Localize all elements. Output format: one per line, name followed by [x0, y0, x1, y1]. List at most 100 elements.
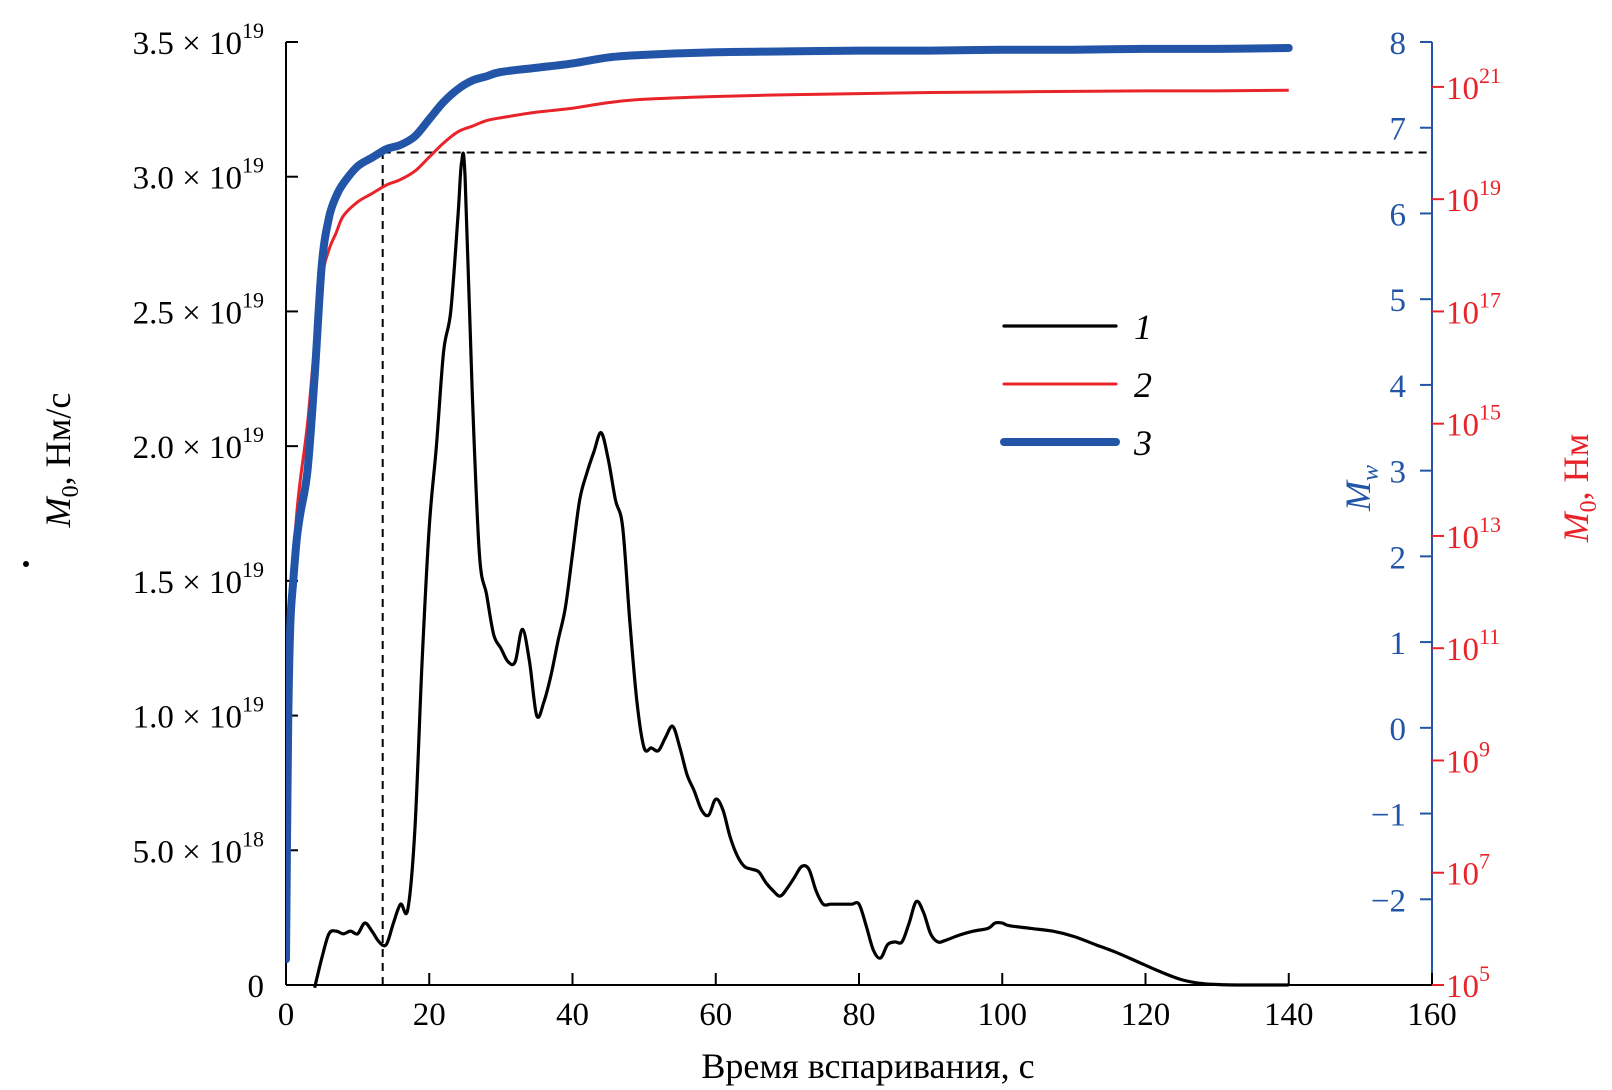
y-left-tick-label: 1.5 × 1019: [133, 557, 264, 601]
y-left-tick-label: 1.0 × 1019: [133, 692, 264, 736]
y-red-tick-label: 1019: [1446, 175, 1501, 219]
y-left-axis-label: M0, Нм/с: [23, 393, 84, 567]
y-left-tick-label: 2.0 × 1019: [133, 422, 264, 466]
x-ticks: 0 20 40 60 80 100 120 140 160: [278, 973, 1457, 1033]
series-2-line: [286, 88, 1289, 963]
y-left-label-suffix: , Нм/с: [38, 393, 78, 486]
legend: 1 2 3: [1000, 307, 1152, 463]
y-red-tick-exponent: 17: [1479, 287, 1501, 312]
y-blue-tick-label: 8: [1390, 26, 1407, 62]
y-left-tick-label: 3.5 × 1019: [133, 18, 264, 62]
y-blue-tick-label: 6: [1390, 197, 1407, 233]
svg-text:M0, Нм: M0, Нм: [1556, 434, 1602, 544]
y-left-label-dot: [23, 561, 29, 567]
y-red-tick-exponent: 21: [1479, 63, 1501, 88]
y-red-tick-exponent: 5: [1479, 961, 1490, 986]
y-red-tick-label: 1011: [1446, 624, 1500, 668]
axes: [285, 42, 1433, 986]
y-left-tick-exponent: 19: [242, 287, 264, 312]
y-left-tick-exponent: 19: [242, 557, 264, 582]
y-left-tick-mantissa: 2.0 × 10: [133, 430, 242, 466]
x-axis-label: Время вспаривания, с: [701, 1046, 1034, 1086]
y-blue-tick-label: 2: [1390, 540, 1407, 576]
legend-label: 1: [1134, 307, 1152, 347]
y-blue-tick-label: 1: [1390, 626, 1407, 662]
y-red-label-suffix: , Нм: [1556, 434, 1596, 501]
y-left-tick-mantissa: 1.5 × 10: [133, 565, 242, 601]
y-blue-tick-label: 3: [1390, 455, 1407, 491]
y-red-tick-exponent: 11: [1479, 624, 1500, 649]
y-right-red-axis-label: M0, Нм: [1556, 434, 1602, 544]
y-left-tick-exponent: 19: [242, 692, 264, 717]
y-left-tick-mantissa: 3.5 × 10: [133, 26, 242, 62]
x-tick-label: 140: [1264, 997, 1314, 1033]
y-red-tick-exponent: 19: [1479, 175, 1501, 200]
y-blue-label-main: M: [1338, 479, 1378, 512]
y-red-label-main: M: [1556, 510, 1596, 543]
y-left-tick-exponent: 19: [242, 18, 264, 43]
y-red-tick-base: 10: [1446, 857, 1479, 893]
dashed-guide-lines: [381, 151, 1432, 985]
y-left-label-main: M: [38, 495, 78, 528]
x-tick-label: 60: [699, 997, 732, 1033]
y-left-tick-exponent: 19: [242, 422, 264, 447]
x-tick-label: 0: [278, 997, 295, 1033]
y-left-tick-mantissa: 3.0 × 10: [133, 161, 242, 197]
x-tick-label: 120: [1121, 997, 1171, 1033]
y-red-tick-label: 107: [1446, 849, 1490, 893]
svg-text:Mw: Mw: [1338, 465, 1384, 512]
legend-label: 3: [1133, 423, 1152, 463]
y-red-tick-label: 1021: [1446, 63, 1501, 107]
series-3-line: [286, 44, 1293, 964]
y-red-tick-exponent: 7: [1479, 849, 1490, 874]
x-tick-label: 20: [413, 997, 446, 1033]
y-left-tick-label: 5.0 × 1018: [133, 826, 264, 870]
y-left-tick-label: 3.0 × 1019: [133, 153, 264, 197]
y-red-tick-base: 10: [1446, 744, 1479, 780]
y-red-tick-base: 10: [1446, 632, 1479, 668]
y-red-tick-label: 105: [1446, 961, 1490, 1005]
x-tick-label: 160: [1407, 997, 1457, 1033]
y-blue-tick-label: 0: [1390, 712, 1407, 748]
y-blue-tick-label: 7: [1390, 112, 1407, 148]
y-right-blue-axis-label: Mw: [1338, 465, 1384, 512]
y-left-label-sub: 0: [58, 485, 84, 497]
y-red-tick-base: 10: [1446, 71, 1479, 107]
legend-label: 2: [1134, 365, 1152, 405]
y-red-tick-exponent: 15: [1479, 400, 1501, 425]
y-right-blue-ticks: −2 −1 0 1 2 3 4 5 6 7 8: [1371, 26, 1432, 919]
y-left-tick-mantissa: 5.0 × 10: [133, 834, 242, 870]
x-tick-label: 40: [556, 997, 589, 1033]
y-left-tick-label: 2.5 × 1019: [133, 287, 264, 331]
y-red-tick-label: 1017: [1446, 287, 1501, 331]
svg-text:M0, Нм/с: M0, Нм/с: [38, 393, 84, 529]
y-left-tick-exponent: 19: [242, 153, 264, 178]
y-left-tick-label: 0: [248, 969, 265, 1005]
y-red-tick-label: 1013: [1446, 512, 1501, 556]
x-tick-label: 100: [978, 997, 1028, 1033]
y-blue-tick-label: 4: [1390, 369, 1407, 405]
series-group: [286, 44, 1293, 989]
y-blue-tick-label: −1: [1371, 798, 1406, 834]
y-left-tick-mantissa: 2.5 × 10: [133, 295, 242, 331]
y-red-tick-label: 1015: [1446, 400, 1501, 444]
series-1-line: [313, 151, 1289, 989]
y-left-tick-mantissa: 1.0 × 10: [133, 700, 242, 736]
y-red-tick-base: 10: [1446, 520, 1479, 556]
y-blue-tick-label: −2: [1371, 883, 1406, 919]
y-red-tick-base: 10: [1446, 295, 1479, 331]
x-tick-label: 80: [843, 997, 876, 1033]
y-red-tick-base: 10: [1446, 408, 1479, 444]
y-red-tick-exponent: 9: [1479, 736, 1490, 761]
y-blue-label-sub: w: [1358, 465, 1384, 481]
y-left-tick-exponent: 18: [242, 826, 264, 851]
y-red-tick-base: 10: [1446, 969, 1479, 1005]
y-blue-tick-label: 5: [1390, 283, 1407, 319]
y-red-tick-exponent: 13: [1479, 512, 1501, 537]
y-red-tick-label: 109: [1446, 736, 1490, 780]
y-red-label-sub: 0: [1576, 500, 1602, 512]
y-red-tick-base: 10: [1446, 183, 1479, 219]
